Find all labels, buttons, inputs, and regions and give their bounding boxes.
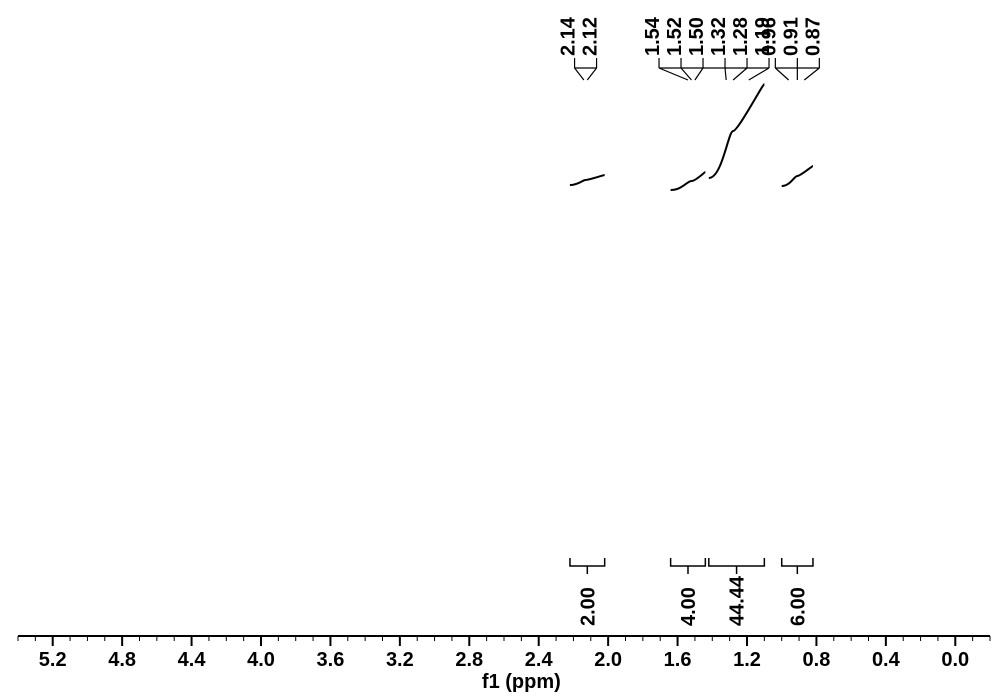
axis-label: f1 (ppm) (482, 671, 561, 693)
integral-curve (671, 172, 706, 190)
peak-label: 1.52 (664, 17, 686, 56)
integral-curve (782, 166, 813, 186)
axis-tick-label: 1.6 (664, 649, 692, 671)
peak-label: 0.91 (780, 17, 802, 56)
peak-label-group: 1.541.521.501.321.281.19 (642, 16, 774, 80)
peak-label-group: 2.142.12 (558, 16, 602, 80)
axis-tick-label: 3.2 (386, 649, 414, 671)
peak-label: 1.28 (730, 17, 752, 56)
peak-label: 0.96 (758, 17, 780, 56)
peak-label-leader (575, 68, 584, 80)
peak-label-leader (749, 68, 769, 80)
integral-value: 6.00 (787, 587, 809, 626)
integral-bracket (570, 558, 605, 574)
axis-tick-label: 3.6 (317, 649, 345, 671)
peak-label-leader (733, 68, 747, 80)
axis-tick-label: 4.8 (108, 649, 136, 671)
peak-label-leader (804, 68, 819, 80)
axis-tick-label: 2.4 (525, 649, 554, 671)
axis-tick-label: 4.0 (247, 649, 275, 671)
integral-value: 2.00 (577, 587, 599, 626)
peak-label-leader (695, 68, 703, 80)
integral-value: 4.00 (678, 587, 700, 626)
axis-tick-label: 0.0 (941, 649, 969, 671)
peak-label-group: 0.960.910.87 (758, 17, 824, 80)
peak-label: 2.14 (558, 16, 580, 56)
integral-bracket (709, 558, 765, 574)
axis-tick-label: 5.2 (39, 649, 67, 671)
peak-label-leader (775, 68, 788, 80)
peak-label: 0.87 (802, 17, 824, 56)
integral-curve (570, 175, 605, 185)
axis-tick-label: 0.4 (872, 649, 901, 671)
peak-label: 1.50 (686, 17, 708, 56)
axis-tick-label: 2.8 (455, 649, 483, 671)
integral-value: 44.44 (727, 575, 749, 626)
peak-label: 2.12 (580, 17, 602, 56)
axis-tick-label: 2.0 (594, 649, 622, 671)
integral-bracket (782, 558, 813, 574)
axis-tick-label: 1.2 (733, 649, 761, 671)
integral-curve (709, 84, 765, 178)
axis-tick-label: 4.4 (178, 649, 207, 671)
peak-label-leader (587, 68, 596, 80)
peak-label: 1.32 (708, 17, 730, 56)
peak-label: 1.54 (642, 16, 664, 56)
axis-tick-label: 0.8 (803, 649, 831, 671)
integral-bracket (671, 558, 706, 574)
x-axis: 5.2 4.8 4.4 4.0 3.6 3.2 2.8 2.4 2.0 1.6 1.2 0.8 0.4 0… (18, 636, 990, 693)
peak-label-leader (659, 68, 688, 80)
peak-label-leader (725, 68, 726, 80)
